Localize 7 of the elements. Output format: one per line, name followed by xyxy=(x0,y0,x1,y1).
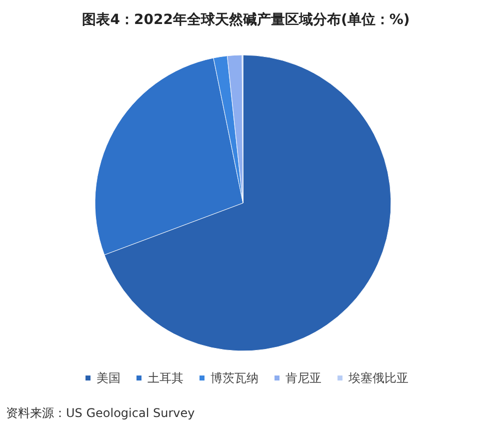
legend-label: 博茨瓦纳 xyxy=(210,371,258,385)
chart-title: 图表4：2022年全球天然碱产量区域分布(单位：%) xyxy=(82,11,410,28)
legend-label: 美国 xyxy=(96,371,120,385)
legend-label: 埃塞俄比亚 xyxy=(348,371,408,385)
text: 资料来源：US Geological Survey xyxy=(6,406,195,420)
legend-label: 土耳其 xyxy=(148,371,184,385)
legend-label: 肯尼亚 xyxy=(286,371,322,385)
